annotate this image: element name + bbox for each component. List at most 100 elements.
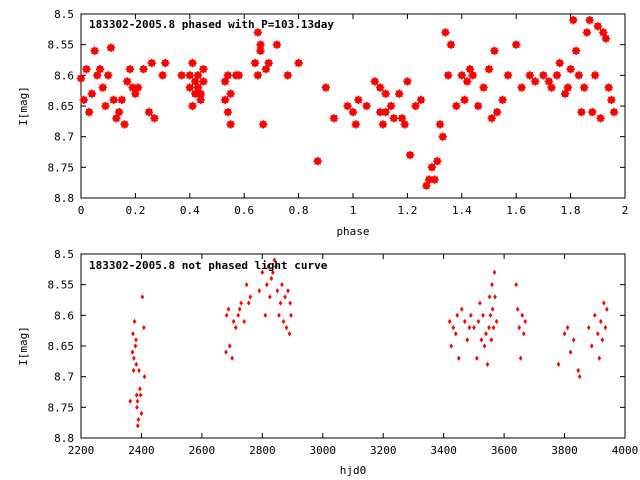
data-point — [288, 300, 292, 306]
data-point-star — [283, 71, 292, 80]
data-point — [478, 300, 482, 306]
data-point-star — [259, 120, 268, 129]
data-point-star — [552, 71, 562, 80]
data-point — [479, 337, 484, 343]
data-point — [280, 282, 284, 288]
y-tick-label: 8.55 — [48, 279, 75, 292]
data-point — [281, 318, 286, 325]
x-tick-label: 0.8 — [289, 204, 309, 217]
x-tick-label: 1.4 — [452, 204, 472, 217]
data-point-star — [79, 95, 88, 105]
x-tick-label: 0.4 — [180, 204, 200, 217]
data-point — [272, 257, 277, 263]
data-point — [268, 294, 272, 300]
data-point-star — [133, 83, 143, 92]
data-point — [469, 312, 473, 318]
data-point — [449, 343, 454, 349]
data-point-star — [109, 95, 118, 105]
data-point — [577, 374, 582, 380]
data-point-star — [376, 83, 385, 92]
data-point-star — [577, 107, 586, 117]
y-axis-label-bottom: I[mag] — [17, 326, 30, 366]
data-point — [484, 331, 488, 337]
data-point — [131, 367, 136, 374]
data-point — [490, 282, 494, 288]
data-point — [481, 312, 485, 318]
data-point-star — [444, 71, 453, 80]
x-tick-label: 2800 — [249, 444, 276, 457]
y-axis-ticks-top: 8.5 8.55 8.6 8.65 8.7 8.75 8.8 — [48, 8, 625, 205]
data-point-star — [348, 107, 358, 117]
data-point-star — [397, 114, 407, 123]
data-point-star — [395, 89, 404, 98]
y-tick-label: 8.65 — [48, 100, 75, 113]
data-point — [465, 337, 470, 343]
data-point-star — [484, 65, 494, 74]
data-point-star — [199, 65, 208, 74]
data-point — [226, 306, 231, 312]
x-axis-ticks-top: 0 0.2 0.4 0.6 0.8 1 1.2 1.4 1.6 1.8 2 — [78, 14, 628, 217]
x-tick-label: 3200 — [370, 444, 397, 457]
data-point-star — [463, 77, 472, 86]
data-point-star — [158, 71, 167, 80]
data-point-star — [84, 107, 94, 117]
data-point — [475, 355, 479, 361]
data-point — [139, 410, 144, 417]
data-point — [140, 294, 145, 300]
data-point-star — [580, 83, 589, 92]
data-point-star — [547, 83, 556, 92]
x-tick-label: 0.6 — [234, 204, 254, 217]
data-point — [233, 325, 238, 331]
data-point — [138, 392, 143, 398]
data-point-star — [226, 89, 235, 98]
data-point-star — [95, 65, 105, 74]
data-point — [487, 294, 492, 300]
data-point-star — [563, 83, 573, 92]
data-point-star — [144, 107, 154, 117]
y-tick-label: 8.7 — [54, 131, 74, 144]
data-point — [134, 392, 139, 398]
data-point-star — [596, 114, 605, 123]
data-point-star — [599, 28, 608, 37]
data-point-star — [574, 71, 583, 80]
data-point-star — [452, 101, 461, 111]
y-tick-label: 8.5 — [54, 8, 74, 21]
data-point-star — [161, 58, 170, 68]
data-point-star — [185, 71, 194, 80]
data-point-star — [555, 58, 564, 68]
data-point — [289, 312, 293, 318]
data-point-star — [571, 46, 581, 55]
x-tick-label: 4000 — [612, 444, 639, 457]
data-point-star — [585, 15, 594, 25]
x-tick-label: 1 — [350, 204, 357, 217]
data-point — [135, 398, 140, 404]
x-tick-label: 3600 — [491, 444, 518, 457]
x-tick-label: 0 — [78, 204, 85, 217]
data-point-star — [147, 58, 156, 68]
data-point-star — [139, 65, 148, 74]
data-point — [556, 361, 561, 367]
data-point — [284, 325, 289, 331]
data-point-star — [370, 77, 379, 86]
data-point — [132, 355, 136, 361]
data-point-star — [435, 120, 445, 129]
data-point — [565, 325, 570, 331]
data-point — [487, 325, 491, 331]
data-point-star — [220, 77, 230, 86]
data-point — [493, 294, 497, 300]
data-point-star — [468, 71, 477, 80]
data-point — [600, 337, 605, 343]
data-points-top — [76, 15, 619, 190]
data-point — [521, 331, 526, 337]
data-point-star — [512, 40, 521, 49]
data-point — [131, 331, 135, 337]
x-axis-ticks-bottom: 2200 2400 2600 2800 3000 3200 3400 3600 3800 4000 — [68, 254, 639, 457]
x-tick-label: 0.2 — [125, 204, 145, 217]
data-point — [603, 325, 608, 331]
data-point — [275, 288, 280, 294]
x-tick-label: 3000 — [310, 444, 337, 457]
data-point — [447, 318, 452, 325]
data-point — [134, 361, 139, 367]
data-point-star — [123, 77, 132, 86]
